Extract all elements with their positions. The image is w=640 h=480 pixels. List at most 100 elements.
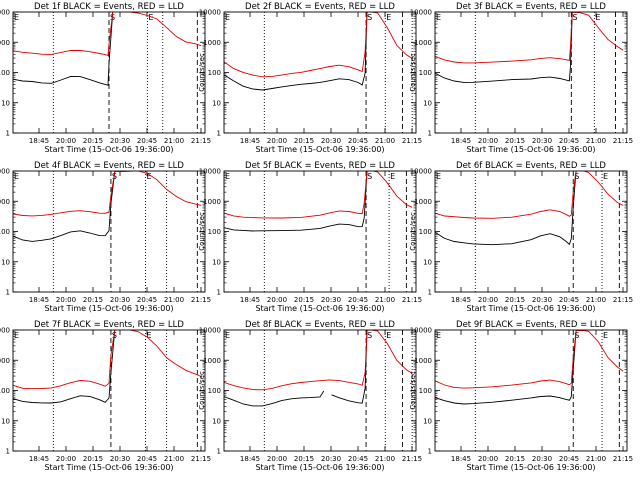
y-tick-label: 100 [419, 387, 432, 395]
y-tick-label: 1 [428, 130, 432, 138]
series-lld-line [435, 12, 624, 64]
y-tick-label: 10 [423, 99, 432, 107]
y-tick-label: 100 [0, 228, 10, 236]
x-tick-label: 20:45 [137, 455, 157, 463]
x-tick-label: 20:45 [348, 296, 368, 304]
x-tick-label: 20:15 [83, 455, 103, 463]
chart-title: Det 2f BLACK = Events, RED = LLD [245, 2, 395, 12]
y-axis-label: Counts/sec [409, 53, 417, 92]
y-tick-label: 1 [428, 289, 432, 297]
event-marker-label: E [225, 13, 230, 22]
plot-frame [12, 329, 206, 452]
x-tick-label: 20:15 [294, 137, 314, 145]
x-tick-label: 20:30 [532, 137, 552, 145]
y-tick-label: 100 [208, 228, 221, 236]
y-axis-label: Counts/sec [198, 371, 206, 410]
y-tick-label: 1 [217, 130, 221, 138]
series-lld-line [13, 171, 202, 217]
x-tick-label: 20:45 [137, 137, 157, 145]
y-tick-label: 1000 [203, 198, 221, 206]
x-tick-label: 20:15 [505, 296, 525, 304]
y-tick-label: 100 [208, 69, 221, 77]
x-axis-label: Start Time (15-Oct-06 19:36:00) [44, 145, 173, 154]
event-marker-label: S [367, 13, 372, 22]
y-tick-label: 1 [6, 289, 10, 297]
x-tick-label: 20:45 [559, 455, 579, 463]
y-tick-label: 1 [6, 448, 10, 456]
plot-frame [434, 329, 628, 452]
x-tick-label: 18:45 [240, 455, 260, 463]
plot-frame [223, 170, 417, 293]
x-tick-label: 21:00 [164, 296, 184, 304]
x-axis-label: Start Time (15-Oct-06 19:36:00) [466, 304, 595, 313]
series-events-line [13, 171, 116, 242]
x-tick-label: 21:00 [164, 137, 184, 145]
y-tick-label: 10 [423, 417, 432, 425]
x-tick-label: 21:15 [613, 455, 633, 463]
x-tick-label: 18:45 [29, 455, 49, 463]
x-tick-label: 20:00 [56, 455, 76, 463]
chart-title: Det 4f BLACK = Events, RED = LLD [34, 161, 184, 171]
x-axis-label: Start Time (15-Oct-06 19:36:00) [44, 304, 173, 313]
y-tick-label: 1 [217, 289, 221, 297]
x-tick-label: 20:15 [294, 455, 314, 463]
plot-frame [12, 11, 206, 134]
y-tick-label: 1000 [0, 198, 10, 206]
x-tick-label: 20:00 [267, 296, 287, 304]
y-tick-label: 1000 [414, 39, 432, 47]
x-tick-label: 21:00 [586, 296, 606, 304]
y-tick-label: 1000 [203, 39, 221, 47]
series-lld-line [13, 12, 202, 57]
event-marker-label: E [390, 172, 395, 181]
event-marker-label: E [386, 331, 391, 340]
x-tick-label: 21:15 [191, 296, 211, 304]
y-tick-label: 1000 [203, 357, 221, 365]
x-tick-label: 21:15 [191, 137, 211, 145]
event-marker-label: E [595, 13, 600, 22]
x-tick-label: 21:15 [402, 296, 422, 304]
plot-frame [223, 11, 417, 134]
event-marker-label: E [225, 172, 230, 181]
y-tick-label: 10000 [199, 327, 221, 335]
x-tick-label: 20:00 [267, 137, 287, 145]
event-marker-label: E [436, 172, 441, 181]
x-tick-label: 21:15 [191, 455, 211, 463]
chart-panel-1: Det 1f BLACK = Events, RED = LLD Counts/s… [0, 2, 211, 154]
y-tick-label: 10 [423, 258, 432, 266]
x-tick-label: 20:15 [505, 137, 525, 145]
y-tick-label: 10000 [410, 168, 432, 176]
series-events-line [224, 171, 368, 232]
x-tick-label: 21:00 [164, 455, 184, 463]
event-marker-label: E [436, 13, 441, 22]
event-marker-label: E [225, 331, 230, 340]
x-tick-label: 21:15 [402, 455, 422, 463]
event-marker-label: S [367, 172, 372, 181]
y-tick-label: 1000 [0, 39, 10, 47]
series-lld-line [224, 330, 413, 391]
series-lld-line [435, 330, 624, 389]
chart-title: Det 1f BLACK = Events, RED = LLD [34, 2, 184, 12]
y-tick-label: 10000 [0, 9, 10, 17]
event-marker-label: E [14, 331, 19, 340]
x-tick-label: 20:45 [137, 296, 157, 304]
series-events-line [435, 12, 573, 83]
series-lld-line [224, 171, 413, 219]
y-tick-label: 10000 [199, 168, 221, 176]
x-tick-label: 20:00 [267, 455, 287, 463]
x-tick-label: 20:45 [559, 137, 579, 145]
event-marker-label: E [603, 331, 608, 340]
x-tick-label: 21:00 [375, 296, 395, 304]
y-tick-label: 1000 [0, 357, 10, 365]
y-tick-label: 10000 [0, 168, 10, 176]
event-marker-label: E [146, 331, 151, 340]
event-marker-label: E [603, 172, 608, 181]
event-marker-label: E [148, 13, 153, 22]
chart-panel-4: Det 4f BLACK = Events, RED = LLD Counts/s… [0, 161, 211, 313]
x-tick-label: 20:30 [532, 455, 552, 463]
series-events-line [331, 330, 368, 404]
y-tick-label: 100 [419, 228, 432, 236]
x-tick-label: 20:00 [478, 455, 498, 463]
x-tick-label: 20:30 [321, 137, 341, 145]
series-lld-line [224, 12, 413, 78]
x-tick-label: 20:15 [294, 296, 314, 304]
